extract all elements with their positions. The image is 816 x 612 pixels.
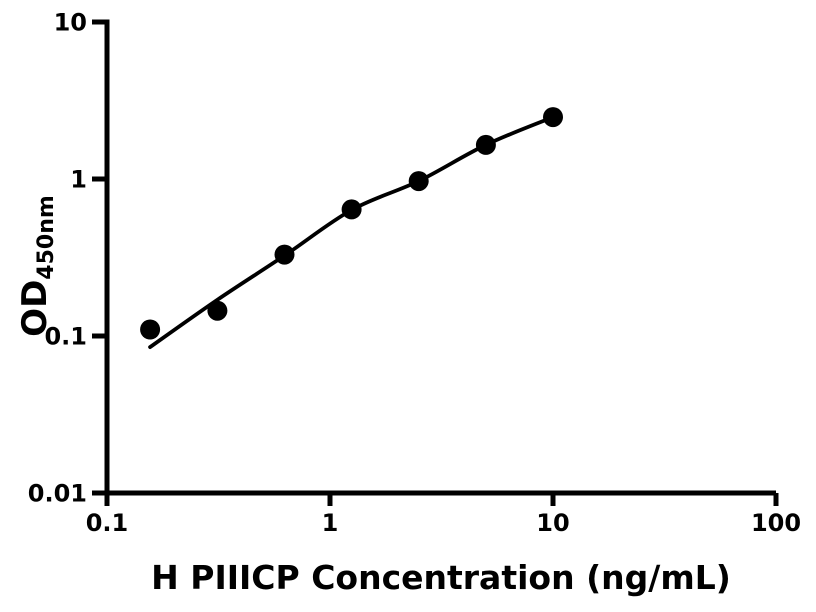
data-point [408,171,429,192]
y-tick-label: 10 [54,9,87,37]
y-axis-tick-labels: 0.01 0.1 1 10 [28,9,87,508]
axes [104,19,776,496]
y-axis-title: OD450nm [15,195,59,337]
x-tick-label: 1 [322,509,339,537]
x-axis-tick-labels: 0.1 1 10 100 [86,509,801,537]
y-axis-title-main: OD [15,280,55,337]
x-tick-label: 100 [751,509,801,537]
y-tick-label: 0.01 [28,480,87,508]
data-point [140,319,161,340]
x-axis-title: H PIIICP Concentration (ng/mL) [151,558,731,597]
data-point [274,244,295,265]
scatter-series [140,107,563,340]
y-tick-label: 0.1 [44,323,87,351]
data-point [341,199,362,220]
data-point [207,300,228,321]
data-point [475,134,496,155]
x-tick-label: 10 [536,509,569,537]
y-axis-title-subscript: 450nm [34,195,59,280]
y-axis-ticks [92,19,107,496]
y-tick-label: 1 [70,166,87,194]
data-point [543,107,563,128]
x-tick-label: 0.1 [86,509,129,537]
